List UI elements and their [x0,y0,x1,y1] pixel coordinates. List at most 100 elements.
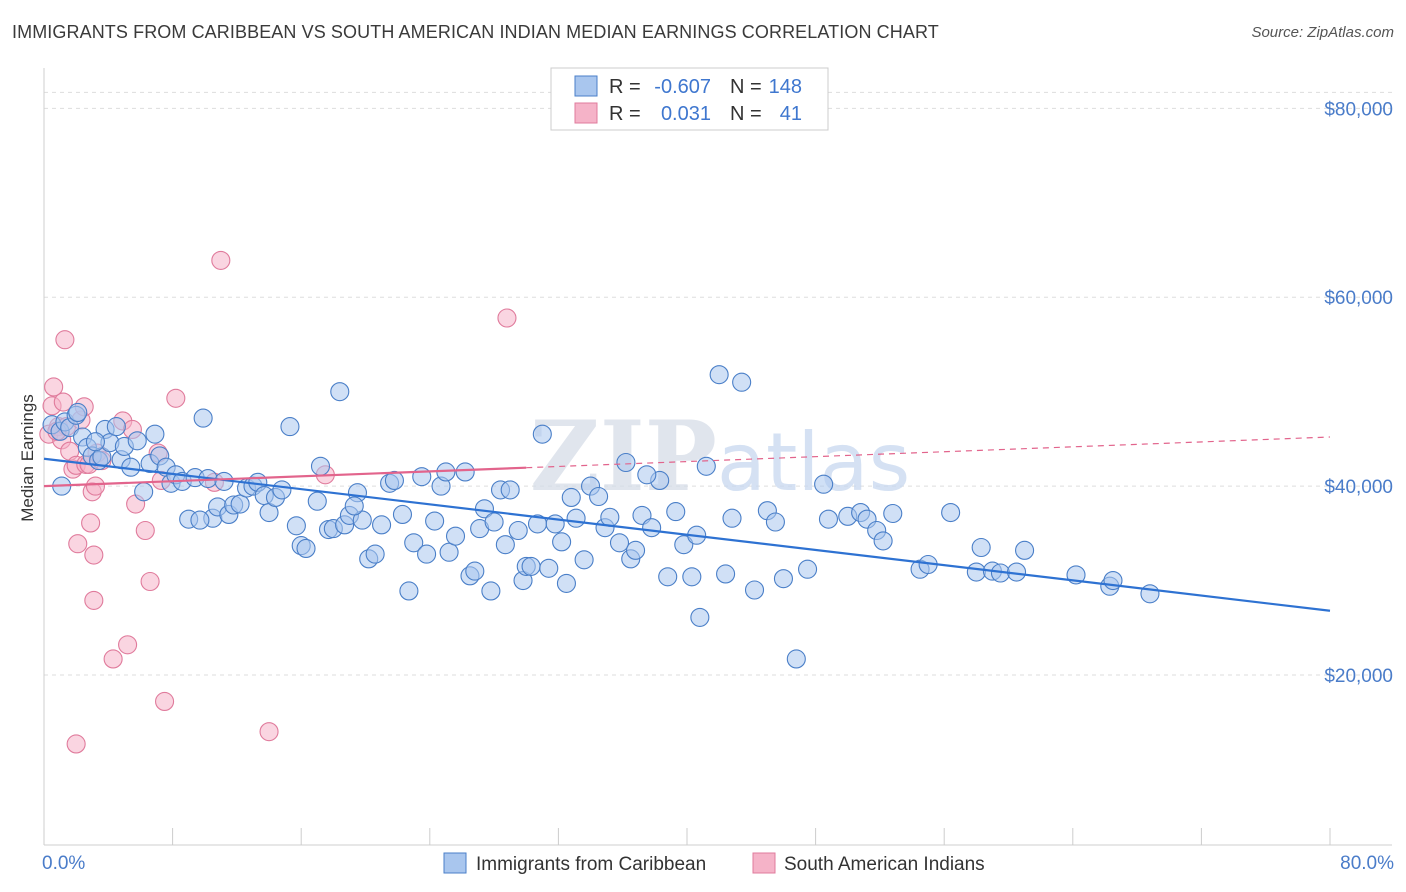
data-point-caribbean [609,533,630,553]
data-point-caribbean [674,535,694,555]
data-point-caribbean [561,487,581,507]
legend-n-value-2: 41 [780,103,802,125]
data-point-south-american-indians [84,590,104,610]
data-point-caribbean [744,580,765,600]
legend-n-label-1: N = [730,76,762,98]
data-point-caribbean [310,456,331,476]
data-point-south-american-indians [85,476,105,496]
data-point-caribbean [566,508,586,528]
data-point-south-american-indians [211,250,231,270]
data-point-caribbean [272,480,292,500]
data-point-caribbean [696,456,716,476]
series-legend-label-caribbean: Immigrants from Caribbean [476,854,706,875]
data-point-caribbean [384,470,404,490]
series-legend-label-south-american: South American Indians [784,854,985,875]
data-point-caribbean [344,496,364,516]
data-point-caribbean [286,516,306,536]
data-point-caribbean [134,482,154,502]
data-point-caribbean [190,510,210,530]
data-point-caribbean [455,462,475,482]
data-point-south-american-indians [497,308,517,328]
data-point-caribbean [230,494,250,514]
data-point-caribbean [616,452,636,473]
data-point-caribbean [722,508,742,528]
data-point-caribbean [417,544,437,564]
x-axis-ticks [43,828,1331,845]
data-point-caribbean [307,491,327,511]
data-point-caribbean [637,465,657,485]
data-point-caribbean [1015,540,1035,560]
data-point-caribbean [106,417,126,437]
data-point-caribbean [500,480,520,500]
x-tick-label-min: 0.0% [42,853,85,874]
data-point-caribbean [1140,584,1160,604]
data-point-caribbean [589,486,609,507]
correlation-legend: R = -0.607 N = 148 R = 0.031 N = 41 [550,67,829,131]
series-legend: Immigrants from Caribbean South American… [443,852,985,875]
data-point-caribbean [68,402,88,422]
y-tick-label: $20,000 [1324,666,1393,687]
data-point-caribbean [873,531,893,551]
y-tick-label: $80,000 [1324,99,1393,120]
data-point-caribbean [716,564,736,584]
data-point-caribbean [658,567,678,587]
data-point-caribbean [508,520,528,541]
data-point-south-american-indians [68,534,88,554]
data-point-caribbean [425,511,445,531]
watermark-atlas: atlas [717,416,910,509]
data-point-caribbean [642,518,662,538]
source-label: Source: ZipAtlas.com [1251,24,1394,41]
data-point-south-american-indians [259,722,279,742]
data-point-caribbean [690,607,710,627]
data-point-caribbean [465,561,485,581]
data-point-caribbean [521,556,541,576]
data-point-caribbean [85,432,105,452]
trend-lines [43,436,1331,612]
data-point-caribbean [127,431,147,451]
data-point-caribbean [481,581,501,601]
data-point-caribbean [682,567,702,587]
data-point-caribbean [941,503,961,523]
data-point-south-american-indians [53,392,73,412]
y-tick-label: $60,000 [1324,288,1393,309]
data-point-caribbean [818,509,839,529]
trend-line-south-american-indians [43,466,527,488]
data-point-south-american-indians [55,330,75,350]
legend-r-label-1: R = [609,76,641,98]
legend-n-label-2: N = [730,103,762,125]
data-point-south-american-indians [81,513,101,533]
data-point-south-american-indians [140,571,160,592]
legend-swatch-caribbean [574,75,598,97]
data-point-caribbean [365,544,385,564]
legend-r-value-2: 0.031 [661,103,711,125]
data-point-caribbean [193,408,213,428]
data-point-caribbean [484,512,504,532]
legend-r-label-2: R = [609,103,641,125]
y-axis-tick-labels: $20,000 $40,000 $60,000 $80,000 [1324,99,1393,687]
data-point-caribbean [732,372,752,392]
data-point-caribbean [399,581,419,601]
data-point-caribbean [966,562,986,582]
data-point-caribbean [532,424,552,444]
legend-n-value-1: 148 [769,76,802,98]
legend-r-value-1: -0.607 [654,76,711,98]
data-point-caribbean [145,424,165,444]
data-point-caribbean [539,558,559,578]
data-point-south-american-indians [166,388,186,408]
data-point-caribbean [296,538,316,558]
data-point-caribbean [495,535,515,555]
trend-line-caribbean [43,457,1331,612]
data-point-south-american-indians [118,635,138,655]
data-point-caribbean [786,649,806,669]
data-point-caribbean [765,512,785,532]
data-point-south-american-indians [155,691,175,711]
data-point-caribbean [352,510,372,530]
data-point-caribbean [445,526,466,546]
data-point-caribbean [798,559,818,579]
legend-swatch-south-american [574,102,598,124]
data-point-caribbean [439,542,459,562]
data-point-caribbean [330,382,350,402]
y-tick-label: $40,000 [1324,477,1393,498]
data-point-caribbean [709,365,729,385]
